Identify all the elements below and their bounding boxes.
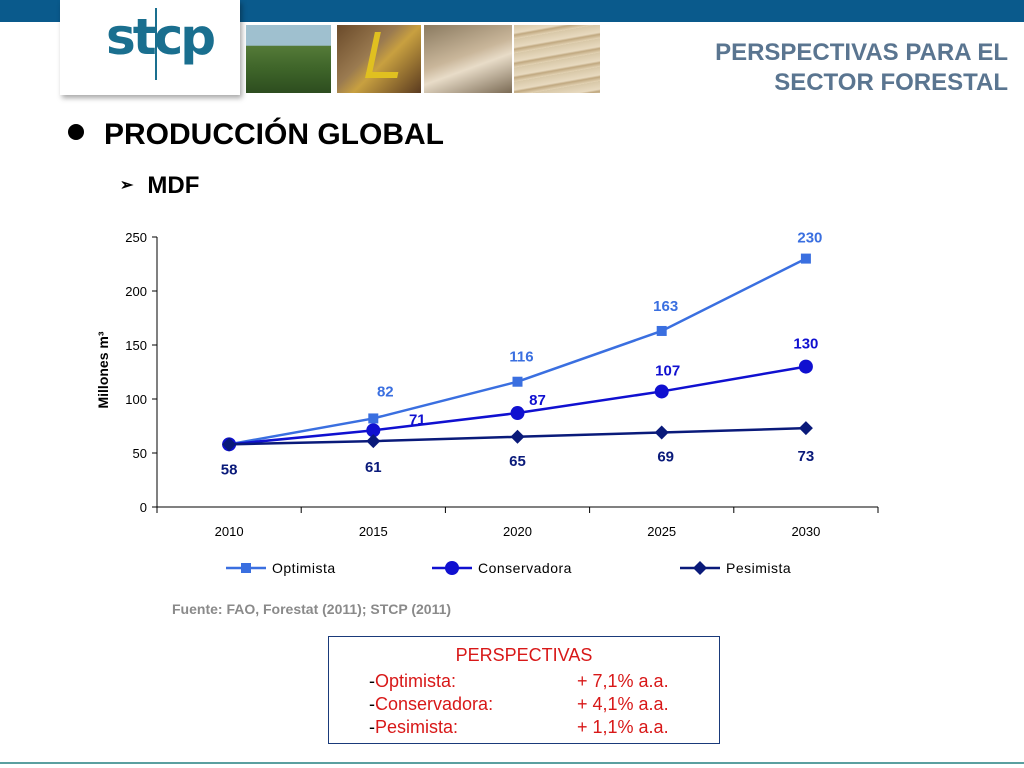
perspective-row-conservadora: -Conservadora: + 4,1% a.a.	[369, 694, 669, 715]
data-point	[800, 253, 811, 264]
data-label: 107	[655, 362, 680, 379]
data-point	[366, 423, 381, 438]
header-band	[0, 0, 1024, 22]
bullet-dot-icon	[68, 124, 84, 140]
x-tick-label: 2015	[359, 524, 388, 539]
data-label: 130	[793, 336, 818, 353]
perspective-value: + 1,1% a.a.	[577, 717, 669, 737]
data-point	[654, 384, 669, 399]
data-label: 116	[509, 349, 533, 366]
y-axis-label: Millones m³	[95, 331, 111, 408]
data-label: 73	[798, 448, 815, 465]
data-label: 230	[797, 230, 822, 247]
data-label: 71	[409, 411, 426, 428]
y-tick-label: 150	[125, 338, 147, 353]
data-point	[798, 421, 813, 436]
data-point	[510, 406, 525, 421]
data-point	[510, 429, 525, 444]
perspectives-box: PERSPECTIVAS -Optimista: + 7,1% a.a. -Con…	[328, 636, 720, 744]
arrow-bullet-icon: ➢	[120, 177, 134, 194]
dash: -	[369, 717, 375, 737]
harvester-photo	[337, 25, 421, 93]
data-label: 61	[365, 459, 382, 476]
data-label: 58	[221, 461, 238, 478]
legend-label: Conservadora	[478, 560, 572, 576]
stcp-logo: stcp	[60, 0, 240, 95]
data-point	[512, 376, 523, 387]
mdf-production-chart: 0 50 100 150 200 250 2010 2015 2020 2025 2030 Millo…	[95, 230, 879, 576]
logo-text: stcp	[106, 8, 216, 66]
perspective-label: Conservadora:	[375, 694, 494, 714]
page-title: PERSPECTIVAS PARA EL SECTOR FORESTAL	[715, 38, 1008, 98]
data-label: 65	[509, 453, 526, 470]
perspective-label: Optimista:	[375, 671, 457, 691]
legend-marker	[241, 563, 251, 573]
main-bullet: PRODUCCIÓN GLOBAL	[68, 118, 444, 152]
perspective-value: + 7,1% a.a.	[577, 671, 669, 691]
sub-bullet: ➢ MDF	[120, 172, 199, 200]
y-tick-label: 200	[125, 284, 147, 299]
legend-label: Optimista	[272, 560, 336, 576]
perspective-value: + 4,1% a.a.	[577, 694, 669, 714]
y-tick-label: 50	[133, 446, 147, 461]
perspectives-title: PERSPECTIVAS	[455, 645, 593, 665]
logo-divider	[155, 8, 157, 80]
data-point	[654, 425, 669, 440]
data-label: 82	[377, 383, 394, 400]
dash: -	[369, 694, 375, 714]
x-tick-label: 2020	[503, 524, 532, 539]
wood-processing-photo	[424, 25, 512, 93]
source-note: Fuente: FAO, Forestat (2011); STCP (2011…	[172, 601, 452, 617]
data-point	[222, 437, 237, 452]
legend-marker	[693, 561, 707, 575]
data-point	[656, 325, 667, 336]
data-label: 163	[653, 298, 678, 315]
legend-label: Pesimista	[726, 560, 791, 576]
perspective-row-pesimista: -Pesimista: + 1,1% a.a.	[369, 717, 669, 738]
y-tick-label: 0	[140, 500, 147, 515]
sub-bullet-text: MDF	[147, 172, 200, 199]
page-title-line-2: SECTOR FORESTAL	[774, 69, 1008, 96]
data-point	[366, 434, 381, 449]
data-label: 69	[657, 448, 674, 465]
data-point	[798, 359, 813, 374]
main-bullet-text: PRODUCCIÓN GLOBAL	[104, 118, 444, 151]
x-tick-label: 2010	[215, 524, 244, 539]
data-point	[368, 413, 379, 424]
wood-panels-photo	[514, 25, 600, 93]
x-tick-label: 2030	[791, 524, 820, 539]
perspective-row-optimista: -Optimista: + 7,1% a.a.	[369, 671, 669, 692]
y-tick-label: 100	[125, 392, 147, 407]
dash: -	[369, 671, 375, 691]
x-tick-label: 2025	[647, 524, 676, 539]
y-tick-label: 250	[125, 230, 147, 245]
legend-marker	[445, 561, 459, 575]
footer-line	[0, 762, 1024, 764]
data-label: 87	[529, 392, 546, 409]
forest-photo	[246, 25, 331, 93]
page-title-line-1: PERSPECTIVAS PARA EL	[715, 39, 1008, 66]
perspective-label: Pesimista:	[375, 717, 459, 737]
